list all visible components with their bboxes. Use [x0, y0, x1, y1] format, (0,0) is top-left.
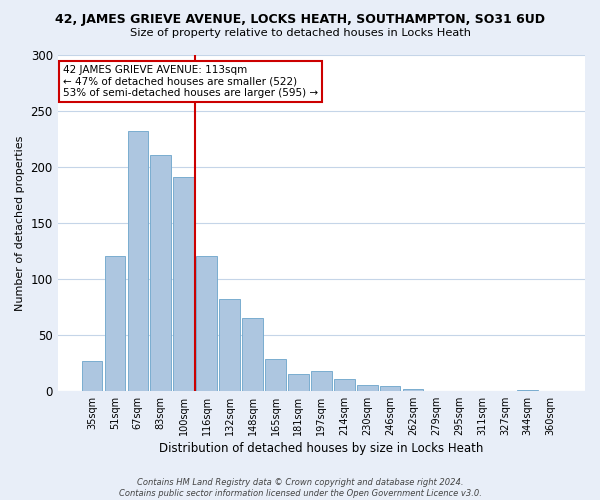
Bar: [242, 318, 263, 391]
Bar: [517, 390, 538, 391]
Bar: [380, 386, 400, 391]
Bar: [288, 374, 309, 391]
Text: Size of property relative to detached houses in Locks Heath: Size of property relative to detached ho…: [130, 28, 470, 38]
Y-axis label: Number of detached properties: Number of detached properties: [15, 135, 25, 310]
Bar: [173, 177, 194, 391]
Bar: [311, 370, 332, 391]
Bar: [128, 131, 148, 391]
Bar: [265, 360, 286, 391]
Bar: [151, 154, 171, 391]
Bar: [82, 360, 102, 391]
Bar: [104, 256, 125, 391]
Text: Contains HM Land Registry data © Crown copyright and database right 2024.
Contai: Contains HM Land Registry data © Crown c…: [119, 478, 481, 498]
Text: 42, JAMES GRIEVE AVENUE, LOCKS HEATH, SOUTHAMPTON, SO31 6UD: 42, JAMES GRIEVE AVENUE, LOCKS HEATH, SO…: [55, 12, 545, 26]
Text: 42 JAMES GRIEVE AVENUE: 113sqm
← 47% of detached houses are smaller (522)
53% of: 42 JAMES GRIEVE AVENUE: 113sqm ← 47% of …: [63, 65, 318, 98]
Bar: [334, 378, 355, 391]
Bar: [403, 388, 424, 391]
Bar: [357, 385, 377, 391]
X-axis label: Distribution of detached houses by size in Locks Heath: Distribution of detached houses by size …: [159, 442, 484, 455]
Bar: [219, 299, 240, 391]
Bar: [196, 256, 217, 391]
